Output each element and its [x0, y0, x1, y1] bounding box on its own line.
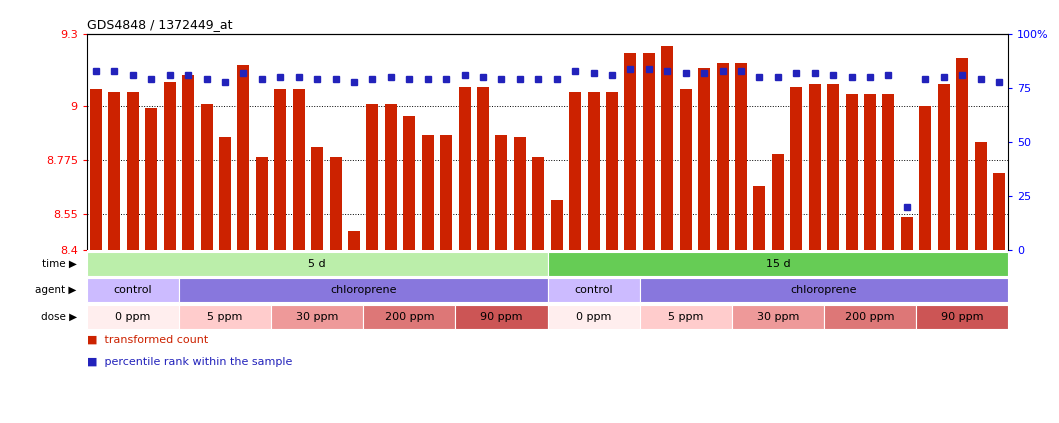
Bar: [403, 115, 415, 250]
Bar: [717, 63, 729, 250]
Bar: [219, 137, 231, 250]
FancyBboxPatch shape: [455, 305, 548, 329]
Text: chloroprene: chloroprene: [791, 285, 857, 295]
Bar: [588, 92, 599, 250]
Bar: [108, 92, 121, 250]
Bar: [496, 135, 507, 250]
Text: chloroprene: chloroprene: [330, 285, 396, 295]
Bar: [237, 65, 250, 250]
FancyBboxPatch shape: [179, 305, 271, 329]
Bar: [625, 53, 636, 250]
Bar: [164, 82, 176, 250]
Bar: [127, 92, 139, 250]
Text: 15 d: 15 d: [766, 259, 790, 269]
Bar: [292, 89, 305, 250]
Text: dose ▶: dose ▶: [40, 312, 76, 322]
Bar: [827, 85, 839, 250]
Text: 90 ppm: 90 ppm: [940, 312, 984, 322]
Bar: [698, 68, 711, 250]
Text: 0 ppm: 0 ppm: [576, 312, 611, 322]
Text: control: control: [574, 285, 613, 295]
FancyBboxPatch shape: [732, 305, 824, 329]
Text: 30 ppm: 30 ppm: [295, 312, 339, 322]
Bar: [90, 89, 102, 250]
Bar: [919, 106, 931, 250]
Bar: [348, 231, 360, 250]
Bar: [790, 87, 803, 250]
FancyBboxPatch shape: [916, 305, 1008, 329]
Bar: [384, 104, 397, 250]
Bar: [661, 46, 674, 250]
FancyBboxPatch shape: [179, 278, 548, 302]
FancyBboxPatch shape: [548, 305, 640, 329]
Text: GDS4848 / 1372449_at: GDS4848 / 1372449_at: [87, 18, 232, 31]
Bar: [569, 92, 581, 250]
Bar: [974, 142, 987, 250]
Bar: [735, 63, 747, 250]
Bar: [366, 104, 378, 250]
Bar: [864, 94, 876, 250]
Bar: [459, 87, 470, 250]
Bar: [606, 92, 618, 250]
Bar: [809, 85, 821, 250]
Text: 5 ppm: 5 ppm: [668, 312, 703, 322]
Text: 5 ppm: 5 ppm: [208, 312, 243, 322]
Bar: [311, 147, 323, 250]
FancyBboxPatch shape: [363, 305, 455, 329]
Bar: [772, 154, 784, 250]
Text: 0 ppm: 0 ppm: [115, 312, 150, 322]
Text: 200 ppm: 200 ppm: [845, 312, 895, 322]
FancyBboxPatch shape: [640, 305, 732, 329]
Bar: [256, 157, 268, 250]
FancyBboxPatch shape: [87, 252, 548, 276]
FancyBboxPatch shape: [87, 278, 179, 302]
Text: time ▶: time ▶: [41, 259, 76, 269]
Bar: [200, 104, 213, 250]
FancyBboxPatch shape: [548, 278, 640, 302]
Bar: [993, 173, 1005, 250]
Bar: [514, 137, 526, 250]
Text: ■  transformed count: ■ transformed count: [87, 334, 208, 344]
Bar: [421, 135, 434, 250]
Text: control: control: [113, 285, 152, 295]
Bar: [329, 157, 342, 250]
FancyBboxPatch shape: [824, 305, 916, 329]
Bar: [956, 58, 968, 250]
Text: 5 d: 5 d: [308, 259, 326, 269]
FancyBboxPatch shape: [640, 278, 1008, 302]
Bar: [937, 85, 950, 250]
FancyBboxPatch shape: [271, 305, 363, 329]
Bar: [753, 186, 766, 250]
Text: 200 ppm: 200 ppm: [384, 312, 434, 322]
Text: 30 ppm: 30 ppm: [756, 312, 800, 322]
Bar: [182, 75, 194, 250]
Bar: [901, 217, 913, 250]
Text: ■  percentile rank within the sample: ■ percentile rank within the sample: [87, 357, 292, 368]
Bar: [477, 87, 489, 250]
Bar: [274, 89, 286, 250]
Bar: [145, 108, 158, 250]
Bar: [680, 89, 692, 250]
Bar: [845, 94, 858, 250]
Bar: [882, 94, 895, 250]
Bar: [551, 200, 562, 250]
Bar: [441, 135, 452, 250]
Text: 90 ppm: 90 ppm: [480, 312, 523, 322]
Bar: [643, 53, 654, 250]
Text: agent ▶: agent ▶: [35, 285, 76, 295]
FancyBboxPatch shape: [548, 252, 1008, 276]
Bar: [533, 157, 544, 250]
FancyBboxPatch shape: [87, 305, 179, 329]
